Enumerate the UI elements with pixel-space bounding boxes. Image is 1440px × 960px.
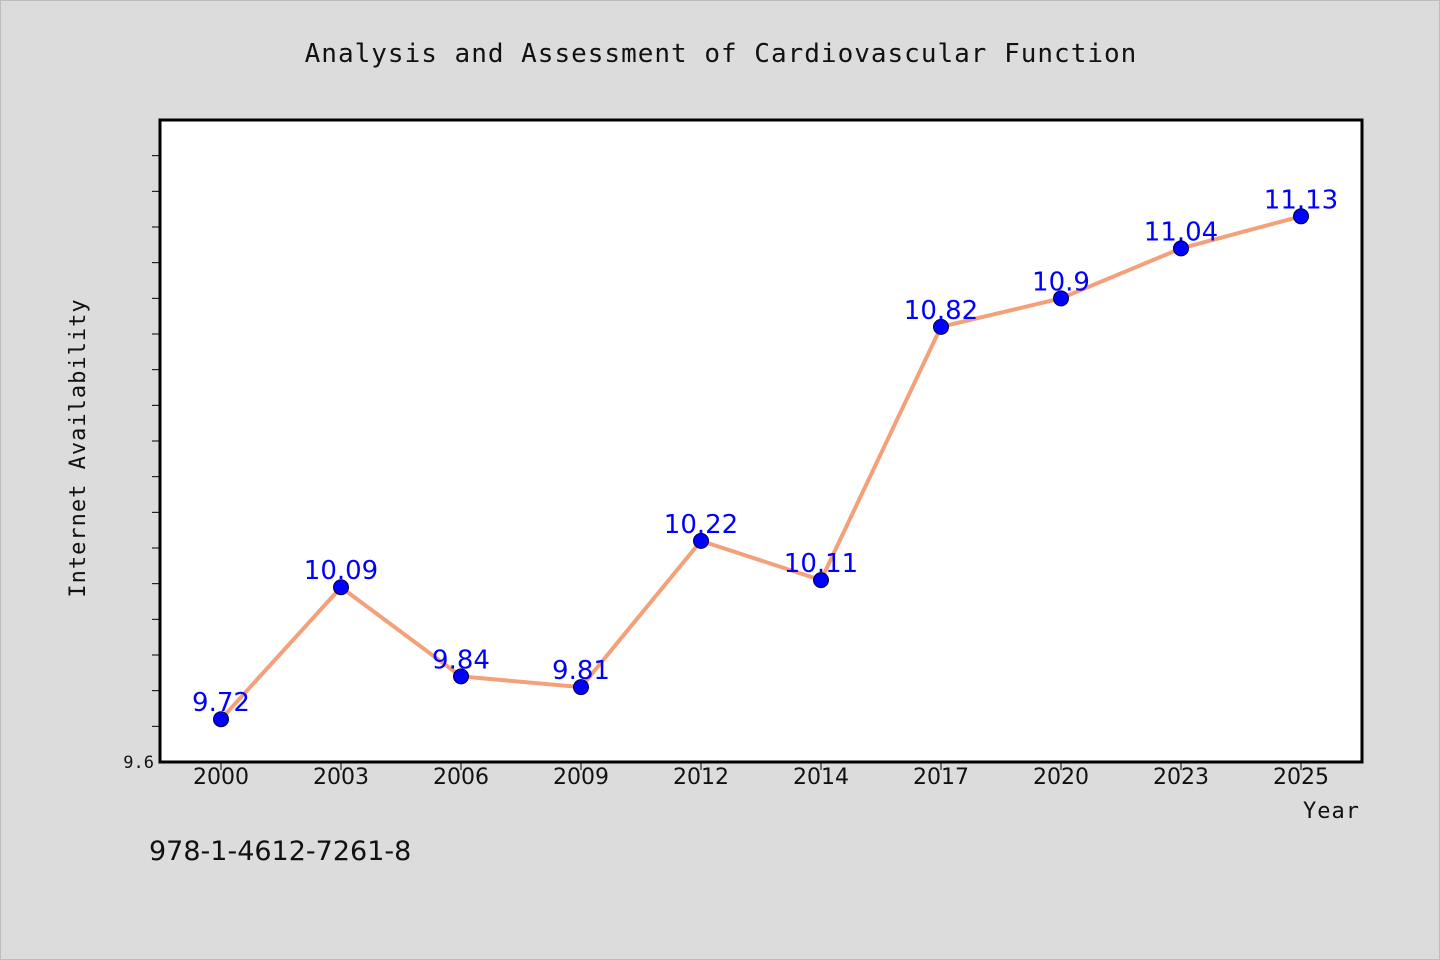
x-tick-label: 2003	[313, 765, 369, 790]
data-label: 11.04	[1144, 217, 1218, 247]
x-tick-label: 2014	[793, 765, 849, 790]
data-label-layer: 9.72 10.09 9.84 9.81 10.22 10.11 10.82 10.9 11.0…	[192, 185, 1338, 718]
data-label: 9.72	[192, 688, 250, 718]
data-point	[933, 318, 949, 335]
data-point	[1293, 208, 1309, 225]
x-axis-title: Year	[1303, 799, 1360, 824]
y-axis-tick-labels: 9.6	[123, 753, 154, 773]
y-axis-title: Internet Availability	[66, 298, 91, 597]
data-point	[333, 579, 349, 596]
data-label: 9.84	[432, 645, 490, 675]
marker-layer	[213, 208, 1309, 728]
x-tick-label: 2023	[1153, 765, 1209, 790]
plot-area	[158, 118, 1364, 764]
data-label: 10.82	[904, 296, 978, 326]
data-point	[1173, 240, 1189, 257]
series-line	[219, 214, 1303, 722]
x-tick-label: 2020	[1033, 765, 1089, 790]
x-axis-ticks	[220, 762, 1302, 770]
x-tick-label: 2009	[553, 765, 609, 790]
y-axis-ticks	[152, 155, 160, 727]
data-point	[213, 711, 229, 728]
data-label: 10.11	[784, 549, 858, 579]
x-axis-tick-labels: 2000 2003 2006 2009 2012 2014 2017 2020 2023 2025	[193, 765, 1329, 790]
x-tick-label: 2017	[913, 765, 969, 790]
data-point	[1053, 290, 1069, 307]
x-tick-label: 2012	[673, 765, 729, 790]
data-point	[453, 668, 469, 685]
data-point	[573, 679, 589, 696]
series-layer	[219, 214, 1303, 722]
data-label: 10.9	[1032, 267, 1090, 297]
data-point	[693, 532, 709, 549]
x-tick-label: 2000	[193, 765, 249, 790]
data-label: 9.81	[552, 656, 610, 686]
x-tick-label: 2025	[1273, 765, 1329, 790]
data-label: 10.09	[304, 556, 378, 586]
chart-title: Analysis and Assessment of Cardiovascula…	[305, 39, 1138, 69]
isbn-text: 978-1-4612-7261-8	[149, 836, 412, 867]
data-label: 10.22	[664, 510, 738, 540]
data-point	[813, 572, 829, 589]
data-label: 11.13	[1264, 185, 1338, 215]
x-tick-label: 2006	[433, 765, 489, 790]
y-tick-label: 9.6	[123, 753, 154, 773]
